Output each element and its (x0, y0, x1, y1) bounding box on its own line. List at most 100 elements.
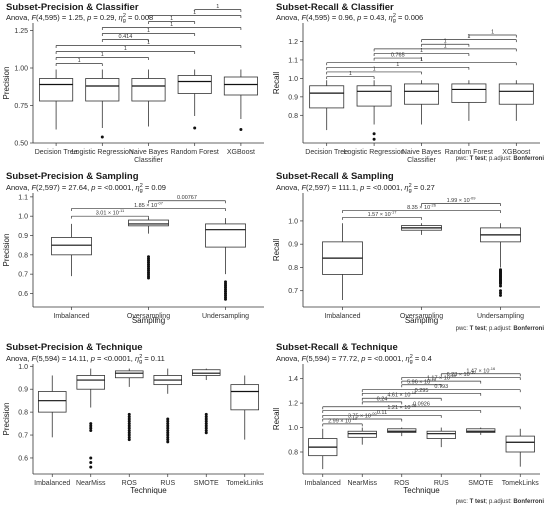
significance-bracket-2: 1.85 × 10-07 (71, 200, 226, 211)
box-6 (230, 375, 260, 440)
y-axis-label: Precision (2, 234, 11, 267)
x-tick-label: Oversampling (400, 313, 443, 320)
outlier-point (204, 428, 208, 432)
outlier-point (166, 428, 170, 432)
bracket-label: 1.17 × 10-18 (427, 373, 457, 382)
x-axis-label: Sampling (405, 316, 438, 325)
outlier-point (499, 291, 502, 295)
outlier-point (193, 126, 197, 130)
x-tick-label: Random Forest (445, 149, 493, 156)
y-tick-label: 0.6 (18, 291, 28, 298)
outlier-point (166, 431, 170, 435)
y-tick-label: 1.25 (14, 28, 28, 35)
y-tick-label: 0.7 (18, 272, 28, 279)
box-1 (39, 69, 74, 130)
y-axis-label: Recall (272, 408, 281, 430)
box-5 (498, 80, 534, 121)
x-axis-label: Technique (130, 486, 167, 495)
bracket-label: 0.765 (391, 53, 405, 59)
x-tick-label: SMOTE (194, 480, 219, 487)
x-tick-label: TomekLinks (226, 480, 263, 487)
box-4 (451, 80, 487, 121)
box-body (356, 85, 392, 107)
bracket-label: 3.01 × 10-11 (96, 208, 125, 217)
significance-bracket-6: 0.24 (361, 396, 403, 405)
significance-bracket-7: 4.61 × 10-18 (361, 390, 442, 401)
outlier-point (166, 440, 170, 444)
x-tick-label: Logistic Regression (72, 149, 133, 156)
outlier-point (499, 282, 502, 286)
significance-bracket-2: 8.35 × 10-26 (342, 202, 501, 213)
significance-bracket-5: 0.414 (101, 34, 149, 42)
box-1 (322, 223, 363, 301)
outlier-point (127, 424, 131, 428)
x-tick-label: Undersampling (477, 313, 524, 320)
y-tick-label: 0.9 (288, 242, 298, 249)
x-tick-label: Naive Bayes (402, 149, 442, 156)
bracket-label: 1 (396, 62, 399, 68)
bracket-label: 1 (170, 16, 173, 22)
y-axis-label: Precision (2, 67, 11, 100)
outlier-point (204, 412, 208, 416)
outlier-point (89, 461, 93, 465)
box-3 (114, 368, 144, 442)
significance-bracket-11: 1.17 × 10-18 (401, 373, 482, 384)
x-tick-label: Imbalanced (324, 313, 360, 320)
y-tick-label: 1.0 (288, 218, 298, 225)
significance-bracket-1: 1 (326, 71, 375, 80)
bracket-label: 1.47 × 10-16 (466, 366, 496, 375)
outlier-point (204, 431, 208, 435)
bracket-label: 1 (444, 43, 447, 49)
box-body (177, 75, 212, 94)
box-body (131, 78, 166, 102)
box-2 (76, 368, 106, 469)
significance-bracket-3: 1 (55, 46, 196, 54)
outlier-point (499, 293, 502, 297)
bracket-label: 0.11 (377, 410, 387, 416)
bracket-label: 5.96 × 10-18 (407, 377, 437, 386)
x-tick-label: Decision Tree (35, 149, 78, 156)
box-body (76, 375, 106, 390)
bracket-label: 4.61 × 10-18 (387, 390, 417, 399)
bracket-label: 1 (170, 22, 173, 28)
bracket-label: 6.23 × 10-10 (447, 369, 477, 378)
box-2 (401, 223, 442, 235)
stat-annotation: Anova, F(5,594) = 77.72, p = <0.0001, ηg… (276, 354, 432, 365)
chart-title: Subset-Precision & Sampling (6, 171, 139, 182)
y-tick-label: 0.8 (288, 265, 298, 272)
box-3 (480, 223, 521, 297)
significance-bracket-9: 1 (148, 10, 242, 18)
box-body (404, 83, 439, 105)
significance-bracket-10: 1 (194, 4, 242, 12)
significance-bracket-1: 2.99 × 10-10 (322, 416, 363, 427)
significance-bracket-8: 1 (148, 16, 196, 24)
bracket-label: 3.75 × 10-00 (348, 411, 378, 420)
significance-bracket-3: 1 (326, 62, 470, 70)
outlier-point (166, 435, 170, 439)
y-tick-label: 0.75 (14, 103, 28, 110)
x-tick-label: Random Forest (171, 149, 219, 156)
y-tick-label: 0.9 (18, 233, 28, 240)
box-5 (466, 427, 496, 435)
stat-annotation: Anova, F(4,595) = 0.96, p = 0.43, ηg2 = … (276, 13, 423, 24)
pwc-footnote: pwc: T test; p.adjust: Bonferroni (456, 499, 545, 505)
box-3 (404, 80, 439, 125)
bracket-label: 1 (193, 10, 196, 16)
outlier-point (127, 417, 131, 421)
significance-bracket-2: 3.75 × 10-00 (322, 411, 403, 422)
bracket-label: 0.00767 (177, 195, 197, 201)
box-body (51, 237, 92, 256)
outlier-point (89, 426, 93, 430)
bracket-label: 2.99 × 10-10 (328, 416, 358, 425)
box-4 (177, 69, 212, 130)
outlier-point (127, 422, 131, 426)
box-body (223, 76, 258, 96)
box-body (498, 83, 534, 105)
box-body (37, 391, 67, 413)
outlier-point (204, 422, 208, 426)
stat-annotation: Anova, F(2,597) = 27.64, p = <0.0001, ηg… (6, 183, 166, 194)
significance-bracket-2: 1 (55, 52, 149, 60)
